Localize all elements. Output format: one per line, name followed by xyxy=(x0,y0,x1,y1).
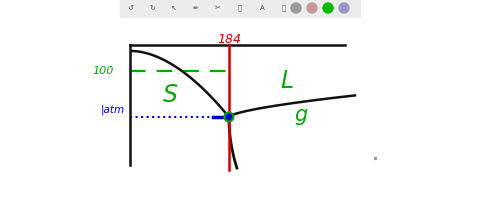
Text: ✂: ✂ xyxy=(215,5,221,11)
Text: 184: 184 xyxy=(217,33,241,46)
Text: g: g xyxy=(294,104,308,125)
Bar xyxy=(120,0,360,17)
Text: ↻: ↻ xyxy=(149,5,155,11)
Text: A: A xyxy=(260,5,264,11)
Circle shape xyxy=(225,112,233,121)
Text: ⬜: ⬜ xyxy=(282,5,286,11)
Text: ✏: ✏ xyxy=(193,5,199,11)
Text: ⌒: ⌒ xyxy=(238,5,242,11)
Text: ↺: ↺ xyxy=(127,5,133,11)
Text: L: L xyxy=(280,69,293,93)
Circle shape xyxy=(291,3,301,13)
Circle shape xyxy=(323,3,333,13)
Circle shape xyxy=(307,3,317,13)
Text: 100: 100 xyxy=(93,66,114,76)
Text: |atm: |atm xyxy=(101,104,125,115)
Text: S: S xyxy=(163,83,178,107)
Circle shape xyxy=(339,3,349,13)
Text: ↖: ↖ xyxy=(171,5,177,11)
